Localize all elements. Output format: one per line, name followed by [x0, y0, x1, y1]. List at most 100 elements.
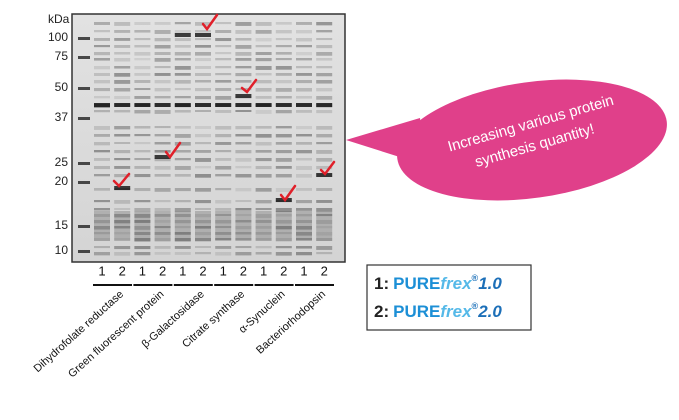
- legend-italic: frex: [440, 274, 473, 293]
- band: [195, 238, 211, 242]
- band: [195, 33, 211, 37]
- band: [215, 110, 232, 113]
- band: [134, 150, 151, 153]
- marker-band: [78, 117, 90, 120]
- band: [94, 22, 110, 25]
- band: [94, 211, 110, 241]
- band: [235, 166, 252, 169]
- band: [316, 103, 333, 107]
- band: [94, 188, 110, 191]
- band: [174, 80, 191, 84]
- band: [114, 110, 131, 113]
- band: [275, 150, 292, 154]
- band: [195, 80, 211, 83]
- band: [316, 173, 333, 177]
- band: [154, 188, 171, 192]
- band: [235, 30, 252, 34]
- marker-band: [78, 250, 90, 253]
- band: [296, 58, 312, 61]
- band: [114, 126, 131, 130]
- band: [296, 238, 312, 241]
- band: [134, 134, 151, 137]
- band: [134, 52, 151, 56]
- band: [154, 134, 171, 137]
- callout: Increasing various protein synthesis qua…: [346, 79, 667, 201]
- band: [275, 126, 292, 129]
- band: [94, 200, 110, 203]
- band: [114, 45, 131, 48]
- band: [195, 150, 211, 153]
- band: [195, 142, 211, 145]
- band: [235, 252, 252, 256]
- band: [255, 58, 272, 62]
- band: [296, 30, 312, 34]
- band: [94, 80, 110, 84]
- band: [296, 126, 312, 130]
- lane-number: 1: [179, 263, 186, 278]
- legend-box: [366, 264, 532, 331]
- band: [114, 158, 131, 161]
- band: [316, 45, 333, 49]
- band: [134, 166, 151, 169]
- band: [296, 103, 312, 107]
- band: [255, 166, 272, 170]
- band: [94, 73, 110, 76]
- band: [215, 52, 232, 55]
- band: [215, 238, 232, 241]
- band: [154, 150, 171, 153]
- kda-label: 10: [55, 243, 69, 257]
- band: [114, 80, 131, 84]
- lane-number: 2: [280, 263, 287, 278]
- band: [114, 96, 131, 100]
- band: [94, 214, 110, 217]
- band: [174, 232, 191, 235]
- band: [154, 208, 171, 211]
- band: [134, 58, 151, 61]
- band: [154, 142, 171, 145]
- band: [195, 246, 211, 249]
- band: [154, 66, 171, 69]
- band: [154, 30, 171, 34]
- red-arrows: [112, 13, 336, 203]
- legend-brand: PURE: [393, 274, 440, 293]
- band: [296, 22, 312, 25]
- band: [316, 110, 333, 114]
- band: [275, 166, 292, 169]
- band: [94, 252, 110, 256]
- band: [134, 80, 151, 83]
- band: [215, 211, 232, 241]
- band: [134, 142, 151, 145]
- band: [174, 208, 191, 212]
- arrow: [164, 141, 182, 160]
- band: [94, 166, 110, 170]
- band: [94, 232, 110, 235]
- band: [296, 252, 312, 256]
- band: [296, 45, 312, 48]
- band: [296, 110, 312, 113]
- kda-markers: 100 75 50 37 25 20 15 10: [48, 30, 68, 257]
- band: [114, 252, 131, 256]
- band: [154, 166, 171, 170]
- band: [195, 66, 211, 69]
- band: [114, 166, 131, 169]
- band: [134, 103, 151, 107]
- band: [114, 174, 131, 178]
- band: [134, 214, 151, 218]
- legend-version: 1.0: [478, 274, 502, 293]
- band: [255, 226, 272, 229]
- band: [114, 134, 131, 137]
- band: [215, 252, 232, 256]
- band: [154, 214, 171, 217]
- band: [134, 174, 151, 178]
- band: [215, 96, 232, 100]
- band: [174, 220, 191, 224]
- band: [114, 142, 131, 145]
- lane-number: 1: [139, 263, 146, 278]
- band: [296, 220, 312, 224]
- band: [94, 45, 110, 48]
- band: [215, 38, 232, 42]
- band: [154, 96, 171, 99]
- band: [134, 110, 151, 114]
- arrow: [112, 172, 131, 188]
